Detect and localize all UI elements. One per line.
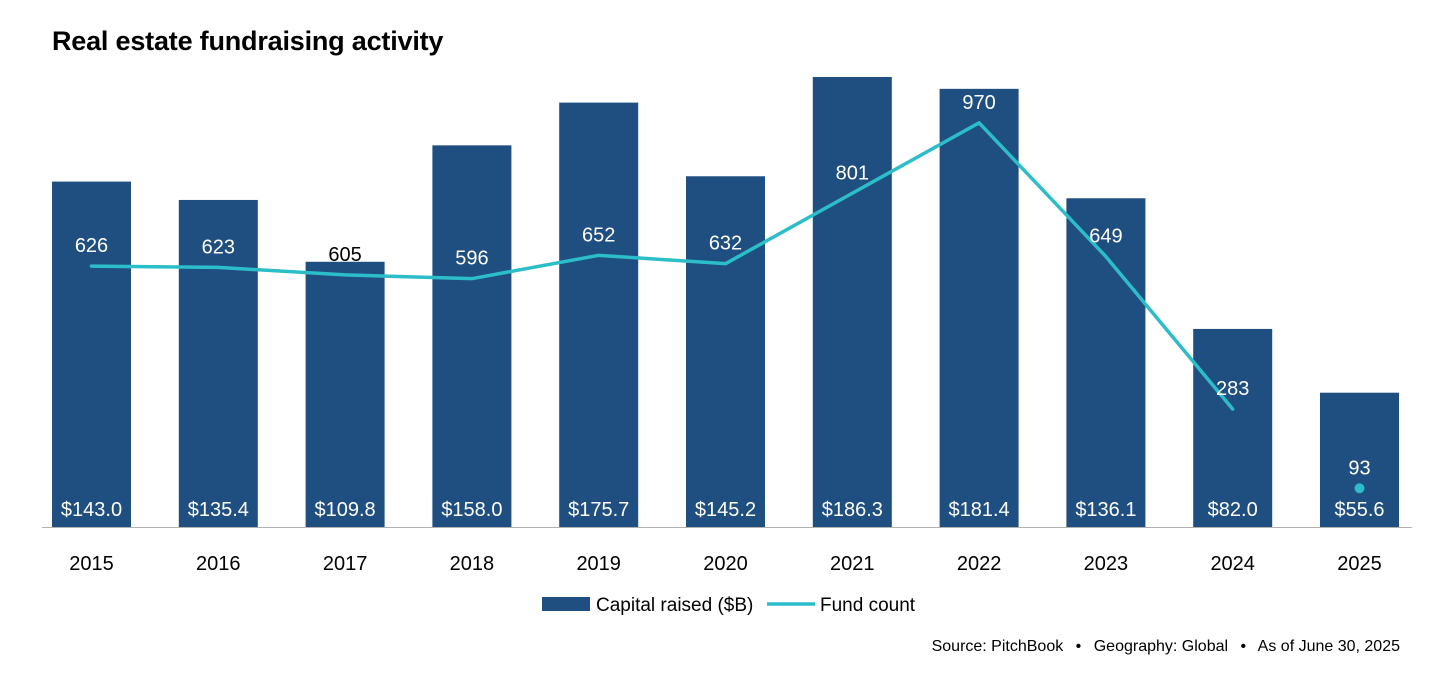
fund-count-label: 652 <box>582 224 615 246</box>
chart-title: Real estate fundraising activity <box>52 26 444 56</box>
x-tick-label: 2023 <box>1084 553 1129 575</box>
source-note: Source: PitchBook • Geography: Global • … <box>932 638 1400 656</box>
geography-item: Geography: Global <box>1093 638 1229 655</box>
bar <box>52 181 131 528</box>
bar-value-label: $158.0 <box>441 499 502 521</box>
fund-count-label: 632 <box>709 233 742 255</box>
bar-value-label: $109.8 <box>315 499 376 521</box>
bar-value-label: $136.1 <box>1075 499 1136 521</box>
bar <box>1320 392 1399 527</box>
bar-value-label: $186.3 <box>822 499 883 521</box>
legend-bar-label: Capital raised ($B) <box>596 595 753 616</box>
fund-count-point <box>1354 483 1365 494</box>
fund-count-label: 970 <box>962 92 995 114</box>
source-separator: • <box>1075 638 1082 655</box>
bar <box>812 77 892 527</box>
bar <box>178 199 258 528</box>
bar <box>305 261 385 527</box>
legend-bar-swatch <box>542 597 590 611</box>
bar <box>1066 198 1146 527</box>
fund-count-label: 623 <box>202 236 235 258</box>
labels-group: $143.0 $135.4 $109.8 $158.0 $175.7 $145.2 $186… <box>61 92 1385 521</box>
bar-value-label: $181.4 <box>949 499 1010 521</box>
bar-value-label: $175.7 <box>568 499 629 521</box>
x-tick-label: 2022 <box>957 553 1002 575</box>
x-tick-label: 2020 <box>703 553 748 575</box>
x-tick-label: 2024 <box>1210 553 1255 575</box>
fund-count-label: 283 <box>1216 378 1249 400</box>
fund-count-label: 801 <box>836 162 869 184</box>
fund-count-line-group <box>89 121 1365 494</box>
bar-value-label: $55.6 <box>1334 499 1384 521</box>
x-tick-label: 2021 <box>830 553 875 575</box>
x-tick-label: 2015 <box>69 553 114 575</box>
x-tick-label: 2025 <box>1337 553 1382 575</box>
bar-value-label: $135.4 <box>188 499 249 521</box>
fund-count-label: 626 <box>75 235 108 257</box>
bar-value-label: $82.0 <box>1208 499 1258 521</box>
fund-count-label: 649 <box>1089 226 1122 248</box>
legend: Capital raised ($B) Fund count <box>542 595 916 616</box>
legend-line-label: Fund count <box>820 595 916 616</box>
bar <box>432 145 512 527</box>
x-tick-labels: 2015 2016 2017 2018 2019 2020 2021 2022 2023 2024… <box>69 553 1382 575</box>
fund-count-label: 605 <box>328 244 361 266</box>
bar-value-label: $143.0 <box>61 499 122 521</box>
fund-count-line <box>89 121 1235 411</box>
bars-group <box>52 77 1399 528</box>
fund-count-label: 93 <box>1348 457 1370 479</box>
bar <box>686 176 765 527</box>
source-item: Source: PitchBook <box>931 638 1064 655</box>
bar <box>1193 328 1273 527</box>
bar <box>939 88 1019 527</box>
x-tick-label: 2019 <box>576 553 621 575</box>
bar-value-label: $145.2 <box>695 499 756 521</box>
as-of-item: As of June 30, 2025 <box>1257 638 1400 655</box>
source-separator: • <box>1240 638 1247 655</box>
x-tick-label: 2018 <box>450 553 495 575</box>
x-tick-label: 2016 <box>196 553 241 575</box>
bar <box>559 102 639 527</box>
x-tick-label: 2017 <box>323 553 368 575</box>
fund-count-label: 596 <box>455 248 488 270</box>
